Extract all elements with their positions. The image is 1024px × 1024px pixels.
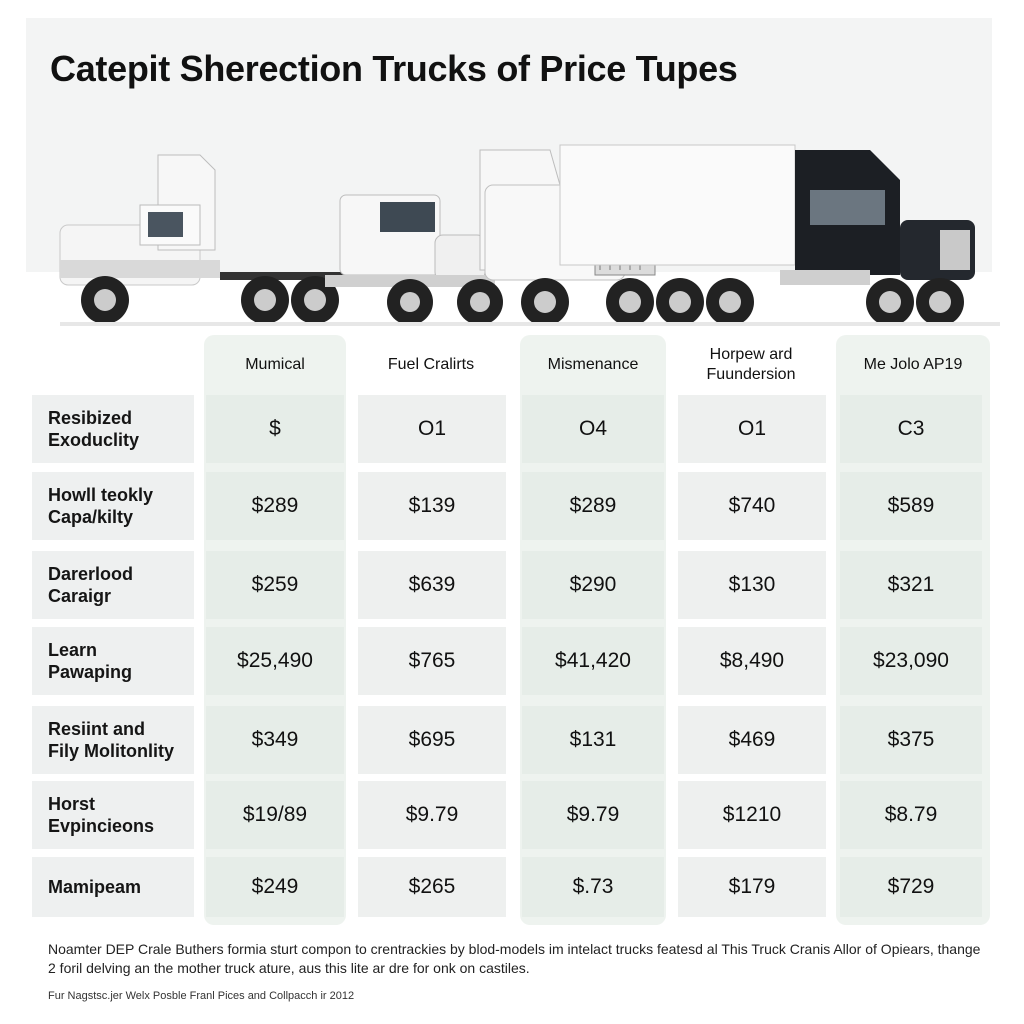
column-header: Mismenance [547,356,639,373]
table-cell: $131 [522,706,664,774]
table-cell: $41,420 [522,627,664,695]
table-cell: $ [206,395,344,463]
table-cell: $469 [678,706,826,774]
table-cell: $8,490 [678,627,826,695]
row-label: Darerlood Caraigr [32,551,194,619]
table-cell: $321 [840,551,982,619]
ground-shadow [60,322,1000,326]
table-cell: $19/89 [206,781,344,849]
column-header: Mumical [245,356,305,373]
table-cell: O4 [522,395,664,463]
table-cell: $589 [840,472,982,540]
column-header: Horpew ard Fuundersion [706,346,796,383]
row-label: Learn Pawaping [32,627,194,695]
table-cell: $375 [840,706,982,774]
page-title: Catepit Sherection Trucks of Price Tupes [50,48,738,89]
table-cell: $130 [678,551,826,619]
table-cell: $23,090 [840,627,982,695]
table-cell: C3 [840,395,982,463]
table-cell: $259 [206,551,344,619]
table-cell: $179 [678,857,826,917]
row-label: Resibized Exoduclity [32,395,194,463]
table-cell: $1210 [678,781,826,849]
row-label: Howll teokly Capa/kilty [32,472,194,540]
table-cell: $290 [522,551,664,619]
table-cell: O1 [678,395,826,463]
table-cell: O1 [358,395,506,463]
row-label: Resiint and Fily Molitonlity [32,706,194,774]
table-cell: $25,490 [206,627,344,695]
table-cell: $265 [358,857,506,917]
table-cell: $740 [678,472,826,540]
table-cell: $349 [206,706,344,774]
truck-1 [59,154,380,324]
column-header: Fuel Cralirts [387,356,475,373]
table-cell: $765 [358,627,506,695]
table-cell: $9.79 [522,781,664,849]
row-label: Horst Evpincieons [32,781,194,849]
table-cell: $289 [206,472,344,540]
truck-2 [325,194,503,325]
credit-line: Fur Nagstsc.jer Welx Posble Franl Pices … [48,990,355,1002]
truck-4 [559,144,975,326]
table-cell: $729 [840,857,982,917]
table-cell: $8.79 [840,781,982,849]
table-cell: $9.79 [358,781,506,849]
row-label: Mamipeam [32,857,194,917]
table-cell: $289 [522,472,664,540]
table-cell: $.73 [522,857,664,917]
table-cell: $639 [358,551,506,619]
column-header: Me Jolo AP19 [863,356,963,373]
table-cell: $695 [358,706,506,774]
table-cell: $139 [358,472,506,540]
trucks-illustration [59,144,975,326]
footnote: Noamter DEP Crale Buthers formia sturt c… [48,941,981,976]
table-cell: $249 [206,857,344,917]
